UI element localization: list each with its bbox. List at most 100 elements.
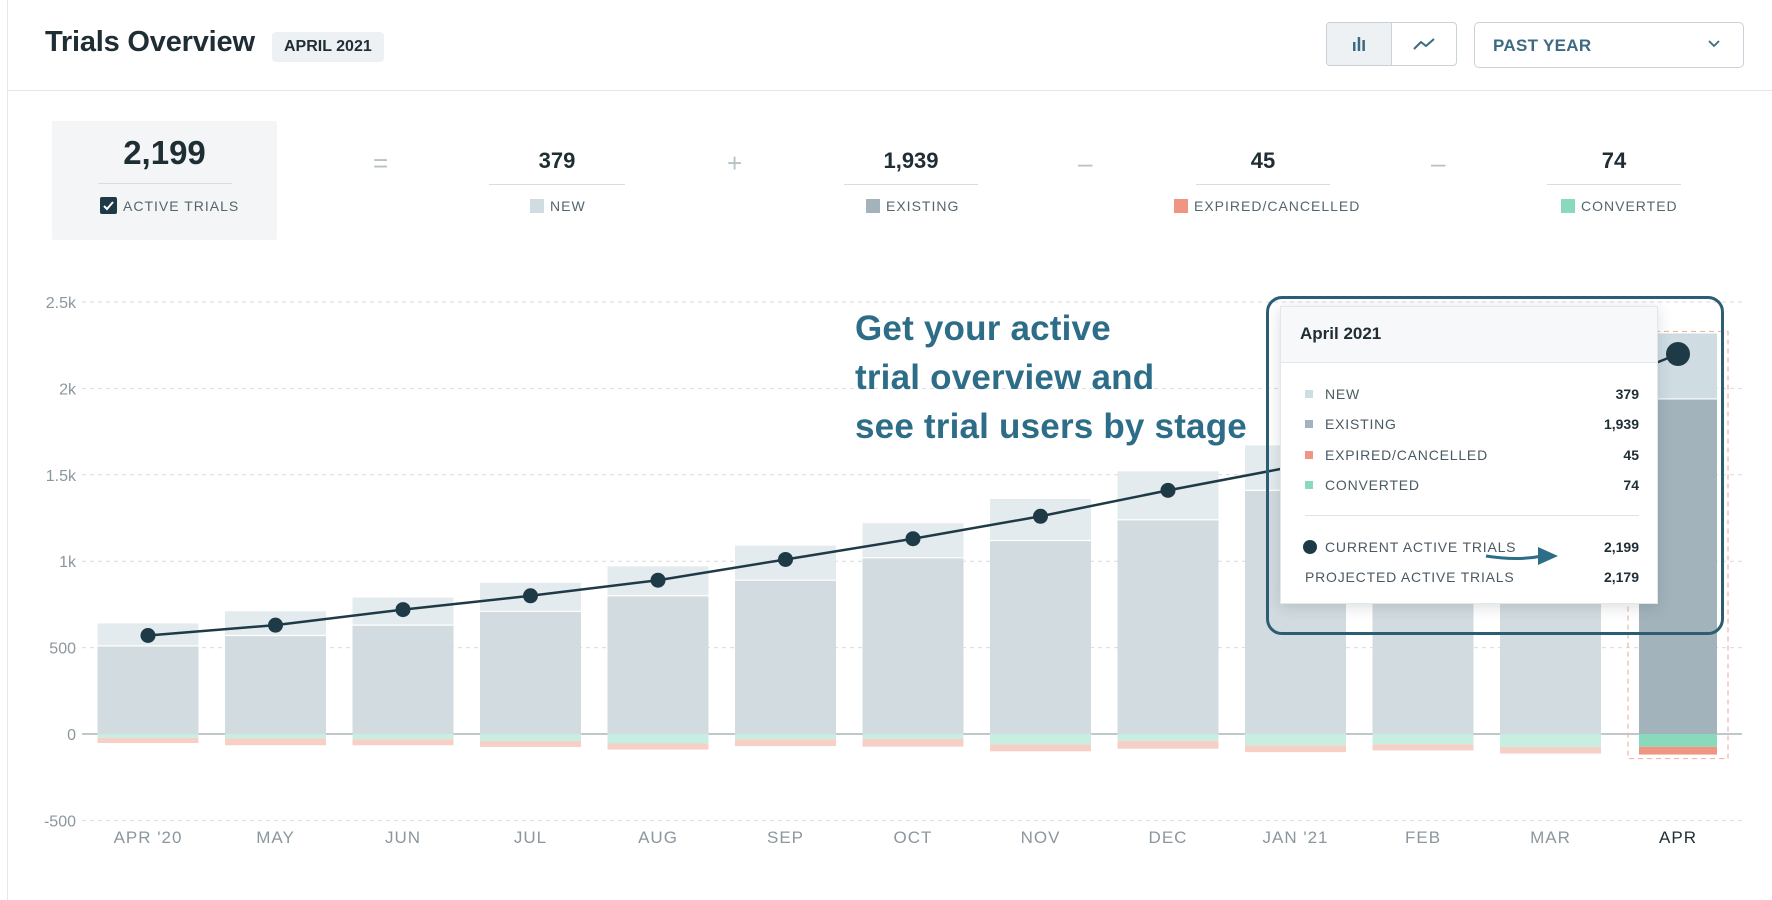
operator-equals: = xyxy=(373,148,389,178)
active-trials-point xyxy=(1160,482,1176,498)
converted-value: 74 xyxy=(1601,148,1627,173)
active-trials-point xyxy=(1033,508,1048,524)
range-select[interactable]: PAST YEAR xyxy=(1474,22,1744,68)
bar-converted xyxy=(1245,734,1346,746)
y-tick-label: 1k xyxy=(59,554,77,571)
active-trials-point xyxy=(140,628,156,644)
bar-converted xyxy=(1639,734,1717,747)
tooltip-row-label: CONVERTED xyxy=(1325,477,1420,493)
new-rule xyxy=(489,184,625,185)
active-trials-checkbox[interactable] xyxy=(100,197,117,214)
bar-existing xyxy=(607,595,709,734)
bar-converted xyxy=(97,734,199,738)
tooltip-row-value: 379 xyxy=(1615,386,1639,402)
converted-rule xyxy=(1547,184,1681,185)
x-tick-label: SEP xyxy=(767,828,804,847)
tooltip: April 2021 NEW 379 EXISTING 1,939 EXPIRE… xyxy=(1280,306,1658,604)
summary-bar: 2,199 ACTIVE TRIALS = + – – 379 NEW 1,93… xyxy=(0,120,1772,245)
tooltip-swatch xyxy=(1305,481,1313,489)
tooltip-row-label: EXPIRED/CANCELLED xyxy=(1325,447,1488,463)
arrow-right-icon xyxy=(1485,547,1558,565)
active-trials-point xyxy=(778,551,793,567)
bar-existing xyxy=(735,580,836,734)
date-chip: APRIL 2021 xyxy=(272,32,384,62)
new-label-row: NEW xyxy=(530,198,586,214)
x-tick-label: FEB xyxy=(1405,828,1441,847)
bar-expired xyxy=(1117,740,1219,749)
active-trials-point xyxy=(395,602,411,618)
bar-expired xyxy=(225,738,326,746)
bar-expired xyxy=(735,739,836,747)
expired-label-row: EXPIRED/CANCELLED xyxy=(1174,198,1360,214)
bar-converted xyxy=(480,734,581,741)
x-tick-label: JUN xyxy=(385,828,421,847)
bar-converted xyxy=(990,734,1091,745)
bar-existing xyxy=(225,635,326,734)
bar-expired xyxy=(97,737,199,743)
existing-label-row: EXISTING xyxy=(866,198,959,214)
x-tick-label: MAY xyxy=(256,828,295,847)
x-tick-label: JUL xyxy=(514,828,547,847)
bar-expired xyxy=(352,739,454,746)
header: Trials Overview APRIL 2021 PAST YEAR xyxy=(8,0,1772,91)
tooltip-title: April 2021 xyxy=(1300,324,1382,343)
bar-existing xyxy=(352,625,454,734)
expired-label: EXPIRED/CANCELLED xyxy=(1194,198,1361,214)
x-tick-label: OCT xyxy=(894,828,933,847)
annotation-line: Get your active xyxy=(855,309,1111,348)
active-trials-value: 2,199 xyxy=(123,134,206,171)
tooltip-header: April 2021 xyxy=(1281,307,1657,363)
active-trials-point xyxy=(523,588,538,604)
bar-existing xyxy=(97,645,199,734)
bar-expired xyxy=(480,740,581,747)
x-tick-label: JAN '21 xyxy=(1263,828,1329,847)
bar-view-button[interactable] xyxy=(1327,23,1392,65)
active-trials-point xyxy=(650,572,666,588)
line-view-button[interactable] xyxy=(1392,23,1456,65)
tooltip-swatch xyxy=(1305,420,1313,428)
expired-rule xyxy=(1196,184,1330,185)
bar-expired xyxy=(990,744,1091,752)
bar-converted xyxy=(1117,734,1219,741)
bar-converted xyxy=(1372,734,1474,745)
current-trials-dot-icon xyxy=(1303,540,1317,554)
bar-expired xyxy=(1245,745,1346,753)
active-trials-point xyxy=(905,531,921,547)
x-tick-label: MAR xyxy=(1530,828,1571,847)
existing-value: 1,939 xyxy=(883,148,939,173)
tooltip-row-label: PROJECTED ACTIVE TRIALS xyxy=(1305,569,1515,585)
annotation-line: trial overview and xyxy=(855,358,1155,397)
tooltip-row-value: 45 xyxy=(1623,447,1639,463)
y-tick-label: 1.5k xyxy=(46,468,77,485)
active-trials-card[interactable] xyxy=(52,121,277,240)
y-tick-label: 2.5k xyxy=(46,295,77,312)
new-swatch xyxy=(530,199,544,213)
tooltip-swatch xyxy=(1305,390,1313,398)
y-tick-label: -500 xyxy=(44,813,76,830)
tooltip-swatch xyxy=(1305,451,1313,459)
x-tick-label: APR '20 xyxy=(114,828,183,847)
y-tick-label: 500 xyxy=(49,641,76,658)
bar-converted xyxy=(1500,734,1601,747)
converted-label-row: CONVERTED xyxy=(1561,198,1678,214)
range-select-value: PAST YEAR xyxy=(1493,36,1592,55)
line-chart-icon xyxy=(1413,38,1435,50)
tooltip-row-label: CURRENT ACTIVE TRIALS xyxy=(1325,539,1517,555)
tooltip-row-existing: EXISTING 1,939 xyxy=(1305,414,1639,434)
bar-converted xyxy=(862,734,964,739)
annotation-text: Get your active trial overview and see t… xyxy=(855,304,1247,451)
active-trials-point xyxy=(268,617,283,633)
y-tick-label: 2k xyxy=(59,381,77,398)
new-label: NEW xyxy=(550,198,586,214)
existing-rule xyxy=(844,184,978,185)
bar-converted xyxy=(607,734,709,744)
view-toggle xyxy=(1326,22,1457,66)
active-trials-label-row: ACTIVE TRIALS xyxy=(100,197,239,214)
tooltip-row-value: 2,179 xyxy=(1603,569,1639,585)
tooltip-row-converted: CONVERTED 74 xyxy=(1305,475,1639,495)
x-tick-label: APR xyxy=(1659,828,1697,847)
tooltip-row-value: 74 xyxy=(1623,477,1639,493)
bar-existing xyxy=(862,557,964,734)
tooltip-row-expired: EXPIRED/CANCELLED 45 xyxy=(1305,445,1639,465)
operator-plus: + xyxy=(727,148,743,178)
